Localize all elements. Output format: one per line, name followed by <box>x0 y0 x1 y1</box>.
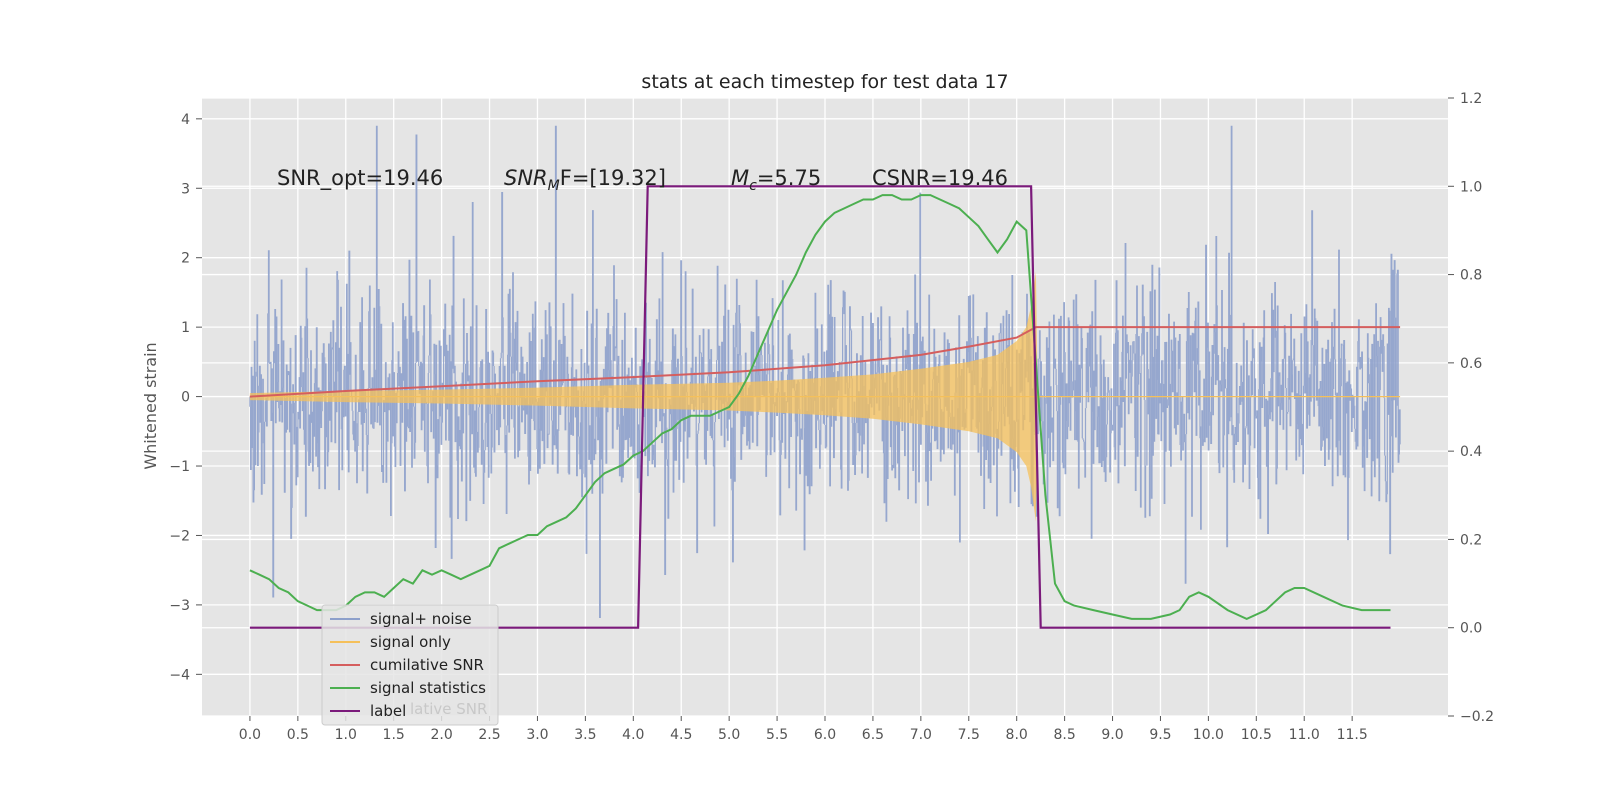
legend-label: signal only <box>370 633 451 651</box>
x-tick-label: 10.5 <box>1241 727 1272 743</box>
annotation-chirp-mass-value: =5.75 <box>757 166 821 190</box>
y-tick-label: −4 <box>169 667 190 683</box>
x-tick-label: 1.5 <box>383 727 405 743</box>
y2-tick-label: −0.2 <box>1460 709 1494 725</box>
x-tick-label: 4.5 <box>670 727 692 743</box>
cumulative-snr-line <box>249 326 1401 398</box>
legend-label: label <box>370 702 406 720</box>
x-tick-label: 9.5 <box>1149 727 1171 743</box>
annotation-snr-mf-value: F=[19.32] <box>560 166 666 190</box>
signal-only-series <box>249 271 1401 522</box>
x-tick-label: 3.0 <box>526 727 548 743</box>
y2-tick-label: 1.2 <box>1460 91 1482 107</box>
annotation-snr-mf: SNRMF=[19.32] <box>504 166 666 194</box>
legend-box <box>321 604 499 726</box>
annotation-snr-opt: SNR_opt=19.46 <box>277 166 443 191</box>
x-tick-label: 1.0 <box>335 727 357 743</box>
y-tick-label: 3 <box>181 181 190 197</box>
legend: lative SNR signal+ noise signal only cumil… <box>321 604 499 726</box>
y2-tick-label: 0.0 <box>1460 621 1482 637</box>
x-tick-label: 6.0 <box>814 727 836 743</box>
annotation-chirp-mass: Mc=5.75 <box>731 166 821 194</box>
annotation-chirp-mass-base: M <box>731 166 749 190</box>
label-series <box>249 185 1391 629</box>
y2-tick-label: 0.8 <box>1460 268 1482 284</box>
legend-label: signal statistics <box>370 679 486 697</box>
y2-tick-label: 0.6 <box>1460 356 1482 372</box>
x-tick-label: 11.0 <box>1289 727 1320 743</box>
x-tick-label: 8.5 <box>1053 727 1075 743</box>
y-tick-label: 1 <box>181 320 190 336</box>
y-axis-ticks: 4 3 2 1 0 −1 −2 −3 −4 <box>169 112 202 683</box>
legend-ghost-text: lative SNR <box>410 700 487 718</box>
legend-label: signal+ noise <box>370 610 472 628</box>
x-tick-label: 11.5 <box>1337 727 1368 743</box>
x-tick-label: 7.0 <box>910 727 932 743</box>
legend-entries: signal+ noise signal only cumilative SNR si… <box>330 610 486 720</box>
y-tick-label: −1 <box>169 459 190 475</box>
label-line <box>249 185 1391 629</box>
x-tick-label: 6.5 <box>862 727 884 743</box>
x-tick-label: 2.5 <box>478 727 500 743</box>
y2-tick-label: 0.2 <box>1460 532 1482 548</box>
y2-axis-ticks: 1.2 1.0 0.8 0.6 0.4 0.2 0.0 −0.2 <box>1448 91 1494 725</box>
y2-tick-label: 0.4 <box>1460 444 1482 460</box>
y-tick-label: 0 <box>181 390 190 406</box>
x-axis-ticks: 0.0 0.5 1.0 1.5 2.0 2.5 3.0 3.5 4.0 4.5 5.0 5.5 6.0 6… <box>239 716 1368 743</box>
y-tick-label: −2 <box>169 528 190 544</box>
x-tick-label: 0.0 <box>239 727 261 743</box>
y2-tick-label: 1.0 <box>1460 179 1482 195</box>
annotation-snr-mf-base: SNR <box>504 166 548 190</box>
y-tick-label: 4 <box>181 112 190 128</box>
y-tick-label: −3 <box>169 598 190 614</box>
x-tick-label: 4.0 <box>622 727 644 743</box>
annotation-chirp-mass-subscript: c <box>749 178 757 194</box>
cumulative-snr-series <box>249 326 1401 398</box>
x-tick-label: 9.0 <box>1101 727 1123 743</box>
signal-statistics-series <box>249 194 1391 621</box>
annotation-snr-mf-subscript: M <box>548 178 560 194</box>
x-tick-label: 5.5 <box>766 727 788 743</box>
x-tick-label: 7.5 <box>958 727 980 743</box>
x-tick-label: 10.0 <box>1193 727 1224 743</box>
chart-title: stats at each timestep for test data 17 <box>641 71 1008 93</box>
x-tick-label: 0.5 <box>287 727 309 743</box>
x-tick-label: 8.0 <box>1006 727 1028 743</box>
signal-statistics-line <box>249 194 1391 621</box>
legend-label: cumilative SNR <box>370 656 484 674</box>
y-axis-label: Whitened strain <box>141 342 160 469</box>
x-tick-label: 2.0 <box>430 727 452 743</box>
x-tick-label: 3.5 <box>574 727 596 743</box>
x-tick-label: 5.0 <box>718 727 740 743</box>
y-tick-label: 2 <box>181 251 190 267</box>
annotation-csnr: CSNR=19.46 <box>872 166 1008 190</box>
